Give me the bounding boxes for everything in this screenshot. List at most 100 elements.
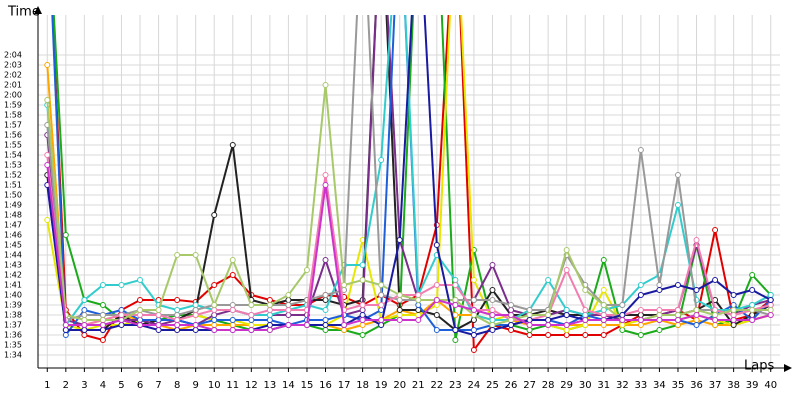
series-line — [46, 154, 771, 326]
x-tick-label: 27 — [523, 380, 536, 391]
point — [470, 332, 477, 338]
point — [359, 317, 366, 323]
point — [526, 307, 533, 313]
point — [712, 227, 719, 233]
point — [248, 312, 255, 318]
point — [637, 312, 644, 318]
point — [155, 322, 162, 328]
point — [118, 307, 125, 313]
point — [137, 317, 144, 323]
point — [489, 262, 496, 268]
point — [174, 322, 181, 328]
point — [229, 327, 236, 333]
point — [285, 302, 292, 308]
point — [285, 292, 292, 298]
point — [712, 322, 719, 328]
point — [656, 287, 663, 293]
point — [137, 307, 144, 313]
point — [359, 322, 366, 328]
point — [582, 307, 589, 313]
point — [155, 307, 162, 313]
point — [452, 327, 459, 333]
point — [767, 292, 774, 298]
point — [322, 307, 329, 313]
point — [693, 322, 700, 328]
point — [563, 327, 570, 333]
point — [674, 312, 681, 318]
y-tick-label: 1:41 — [4, 281, 22, 290]
point — [582, 322, 589, 328]
point — [489, 317, 496, 323]
point — [526, 312, 533, 318]
point — [229, 302, 236, 308]
point — [619, 312, 626, 318]
point — [266, 322, 273, 328]
point — [137, 297, 144, 303]
point — [359, 307, 366, 313]
point — [248, 317, 255, 323]
y-tick-label: 1:53 — [4, 161, 22, 170]
point — [452, 337, 459, 343]
series-line — [46, 15, 771, 322]
point — [749, 272, 756, 278]
x-tick-label: 15 — [301, 380, 314, 391]
y-tick-label: 1:42 — [4, 271, 22, 280]
x-tick-label: 21 — [412, 380, 425, 391]
point — [137, 322, 144, 328]
point — [674, 317, 681, 323]
point — [489, 322, 496, 328]
point — [99, 327, 106, 333]
point — [229, 142, 236, 148]
point — [396, 297, 403, 303]
point — [563, 267, 570, 273]
point — [619, 317, 626, 323]
point — [248, 302, 255, 308]
point — [211, 212, 218, 218]
point — [118, 317, 125, 323]
point — [266, 312, 273, 318]
series-line — [46, 15, 772, 337]
point — [433, 282, 440, 288]
point — [600, 317, 607, 323]
point — [118, 312, 125, 318]
x-tick-label: 4 — [100, 380, 106, 391]
x-tick-label: 5 — [118, 380, 124, 391]
point — [192, 252, 199, 258]
point — [674, 202, 681, 208]
point — [99, 317, 106, 323]
point — [174, 297, 181, 303]
point — [62, 322, 69, 328]
point — [563, 312, 570, 318]
point — [489, 287, 496, 293]
point — [322, 297, 329, 303]
point — [526, 317, 533, 323]
point — [730, 322, 737, 328]
x-tick-label: 18 — [356, 380, 369, 391]
series-line — [46, 84, 771, 327]
point — [62, 332, 69, 338]
y-tick-label: 1:43 — [4, 261, 22, 270]
point — [322, 172, 329, 178]
x-tick-label: 30 — [579, 380, 592, 391]
x-tick-label: 8 — [174, 380, 180, 391]
x-tick-label: 10 — [208, 380, 221, 391]
y-tick-label: 1:56 — [4, 131, 22, 140]
series-line — [46, 64, 771, 332]
point — [545, 322, 552, 328]
point — [211, 327, 218, 333]
point — [545, 332, 552, 338]
y-tick-label: 1:37 — [4, 321, 22, 330]
point — [359, 277, 366, 283]
point — [637, 147, 644, 153]
point — [359, 262, 366, 268]
point — [248, 327, 255, 333]
point — [767, 297, 774, 303]
point — [619, 322, 626, 328]
point — [341, 282, 348, 288]
x-tick-label: 28 — [542, 380, 555, 391]
point — [730, 312, 737, 318]
point — [81, 332, 88, 338]
point — [99, 282, 106, 288]
y-tick-label: 1:39 — [4, 301, 22, 310]
point — [99, 302, 106, 308]
